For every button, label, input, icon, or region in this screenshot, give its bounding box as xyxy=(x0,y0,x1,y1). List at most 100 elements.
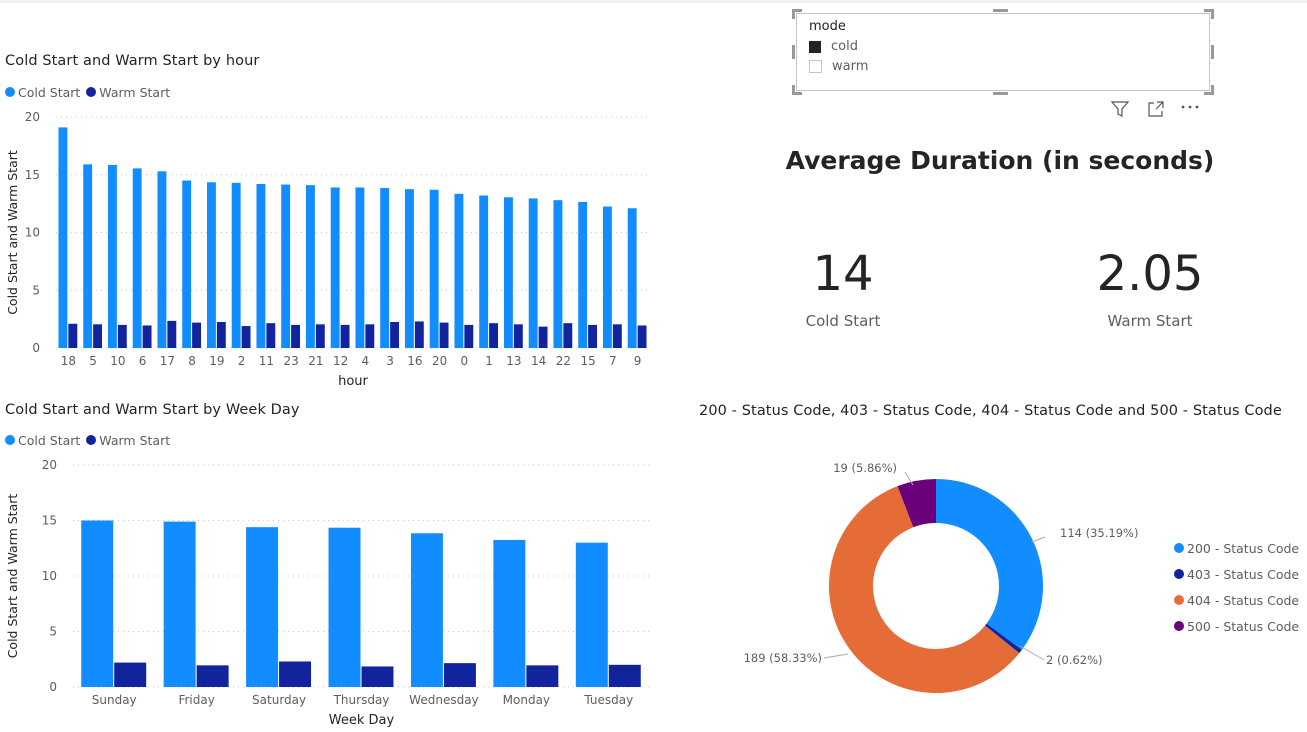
cold-start-bar[interactable] xyxy=(246,527,279,687)
cold-start-bar[interactable] xyxy=(410,533,443,687)
x-tick-label: 7 xyxy=(609,354,617,368)
cold-start-bar[interactable] xyxy=(404,189,414,348)
warm-start-bar[interactable] xyxy=(241,326,251,348)
donut-slice[interactable] xyxy=(985,623,1022,654)
x-tick-label: 8 xyxy=(188,354,196,368)
cold-start-bar[interactable] xyxy=(305,185,315,348)
warm-start-bar[interactable] xyxy=(117,324,127,348)
legend-warm[interactable]: Warm Start xyxy=(86,433,170,448)
x-tick-label: 12 xyxy=(333,354,348,368)
cold-start-bar[interactable] xyxy=(528,198,538,348)
warm-start-bar[interactable] xyxy=(266,323,276,348)
legend-cold[interactable]: Cold Start xyxy=(5,433,80,448)
warm-start-bar[interactable] xyxy=(526,665,559,687)
warm-start-bar[interactable] xyxy=(114,662,147,687)
legend-marker xyxy=(1174,621,1184,631)
warm-start-bar[interactable] xyxy=(192,322,202,348)
cold-start-bar[interactable] xyxy=(163,521,196,687)
cold-start-bar[interactable] xyxy=(380,188,390,348)
warm-start-bar[interactable] xyxy=(390,322,400,348)
selection-handles[interactable] xyxy=(792,9,1214,95)
cold-start-bar[interactable] xyxy=(107,164,117,348)
warm-start-bar[interactable] xyxy=(68,323,78,348)
legend-warm[interactable]: Warm Start xyxy=(86,85,170,100)
warm-start-bar[interactable] xyxy=(563,323,573,348)
warm-start-bar[interactable] xyxy=(291,324,301,348)
warm-start-bar[interactable] xyxy=(361,666,394,687)
data-label: 19 (5.86%) xyxy=(833,461,897,475)
cold-start-bar[interactable] xyxy=(231,182,241,348)
leader-line xyxy=(1019,645,1045,661)
legend-cold[interactable]: Cold Start xyxy=(5,85,80,100)
cold-start-bar[interactable] xyxy=(206,182,216,348)
cold-start-bar[interactable] xyxy=(83,164,93,348)
cold-start-bar[interactable] xyxy=(157,171,167,348)
donut-slice[interactable] xyxy=(897,479,936,528)
x-tick-label: 9 xyxy=(634,354,642,368)
warm-start-bar[interactable] xyxy=(464,324,474,348)
warm-start-bar[interactable] xyxy=(167,320,177,348)
more-options-icon[interactable] xyxy=(1180,99,1202,115)
warm-start-bar[interactable] xyxy=(637,325,647,348)
warm-start-bar[interactable] xyxy=(489,323,499,348)
cold-start-bar[interactable] xyxy=(493,539,526,687)
slicer-item-cold[interactable]: cold xyxy=(809,39,858,54)
warm-start-bar[interactable] xyxy=(414,321,424,348)
cold-start-bar[interactable] xyxy=(429,189,439,348)
hour-chart-legend: Cold Start Warm Start xyxy=(5,85,170,100)
focus-mode-icon[interactable] xyxy=(1146,99,1166,119)
checkbox-checked[interactable] xyxy=(809,40,821,53)
x-tick-label: 6 xyxy=(139,354,147,368)
warm-start-bar[interactable] xyxy=(608,664,641,687)
cold-start-bar[interactable] xyxy=(81,520,114,688)
warm-start-bar[interactable] xyxy=(612,324,622,348)
cold-start-bar[interactable] xyxy=(503,197,513,348)
y-tick-label: 15 xyxy=(42,514,57,528)
leader-line xyxy=(904,471,914,486)
cold-start-bar[interactable] xyxy=(182,180,192,348)
cold-start-bar[interactable] xyxy=(330,187,340,348)
x-tick-label: 19 xyxy=(209,354,224,368)
cold-start-bar[interactable] xyxy=(602,206,612,348)
warm-start-bar[interactable] xyxy=(315,324,325,348)
cold-start-bar[interactable] xyxy=(479,195,489,348)
warm-start-bar[interactable] xyxy=(93,324,103,348)
cold-start-bar[interactable] xyxy=(575,542,608,687)
warm-start-bar[interactable] xyxy=(196,665,229,687)
warm-start-bar[interactable] xyxy=(439,322,449,348)
x-tick-label: 11 xyxy=(259,354,274,368)
cold-start-bar[interactable] xyxy=(132,168,142,348)
cold-start-bar[interactable] xyxy=(281,184,291,348)
y-tick-label: 15 xyxy=(25,168,40,182)
data-label: 114 (35.19%) xyxy=(1060,526,1138,540)
x-tick-label: 5 xyxy=(89,354,97,368)
cold-start-bar[interactable] xyxy=(256,183,266,348)
donut-slice[interactable] xyxy=(936,479,1043,650)
warm-start-bar[interactable] xyxy=(513,324,523,348)
cold-start-bar[interactable] xyxy=(627,208,637,348)
donut-slice[interactable] xyxy=(829,486,1020,693)
warm-start-bar[interactable] xyxy=(538,326,548,348)
cold-start-bar[interactable] xyxy=(454,193,464,348)
cold-start-bar[interactable] xyxy=(553,200,563,348)
filter-icon[interactable] xyxy=(1110,99,1130,119)
cold-start-bar[interactable] xyxy=(355,187,365,348)
warm-start-bar[interactable] xyxy=(279,661,312,687)
warm-start-bar[interactable] xyxy=(142,325,152,348)
leader-line xyxy=(1031,536,1046,543)
checkbox-unchecked[interactable] xyxy=(809,60,822,73)
y-axis-title: Cold Start and Warm Start xyxy=(5,150,20,315)
mode-slicer: mode cold warm xyxy=(796,13,1210,91)
x-axis-title: hour xyxy=(338,374,368,389)
cold-start-bar[interactable] xyxy=(578,201,588,348)
cold-start-bar[interactable] xyxy=(58,127,68,348)
warm-start-bar[interactable] xyxy=(443,663,476,687)
warm-start-bar[interactable] xyxy=(588,324,598,348)
weekday-bar-chart: 0 5 10 15 20 Sunday Friday Saturday Thursday Wedn… xyxy=(5,458,650,728)
hour-bar-chart: 0 5 10 15 20 18 5 10 6 17 8 19 2 11 23 21 12 4 3 16 20 0 1 13 14… xyxy=(5,110,650,389)
cold-start-bar[interactable] xyxy=(328,527,361,687)
warm-start-bar[interactable] xyxy=(216,322,226,348)
warm-start-bar[interactable] xyxy=(365,324,375,348)
warm-start-bar[interactable] xyxy=(340,324,350,348)
slicer-item-warm[interactable]: warm xyxy=(809,59,868,74)
